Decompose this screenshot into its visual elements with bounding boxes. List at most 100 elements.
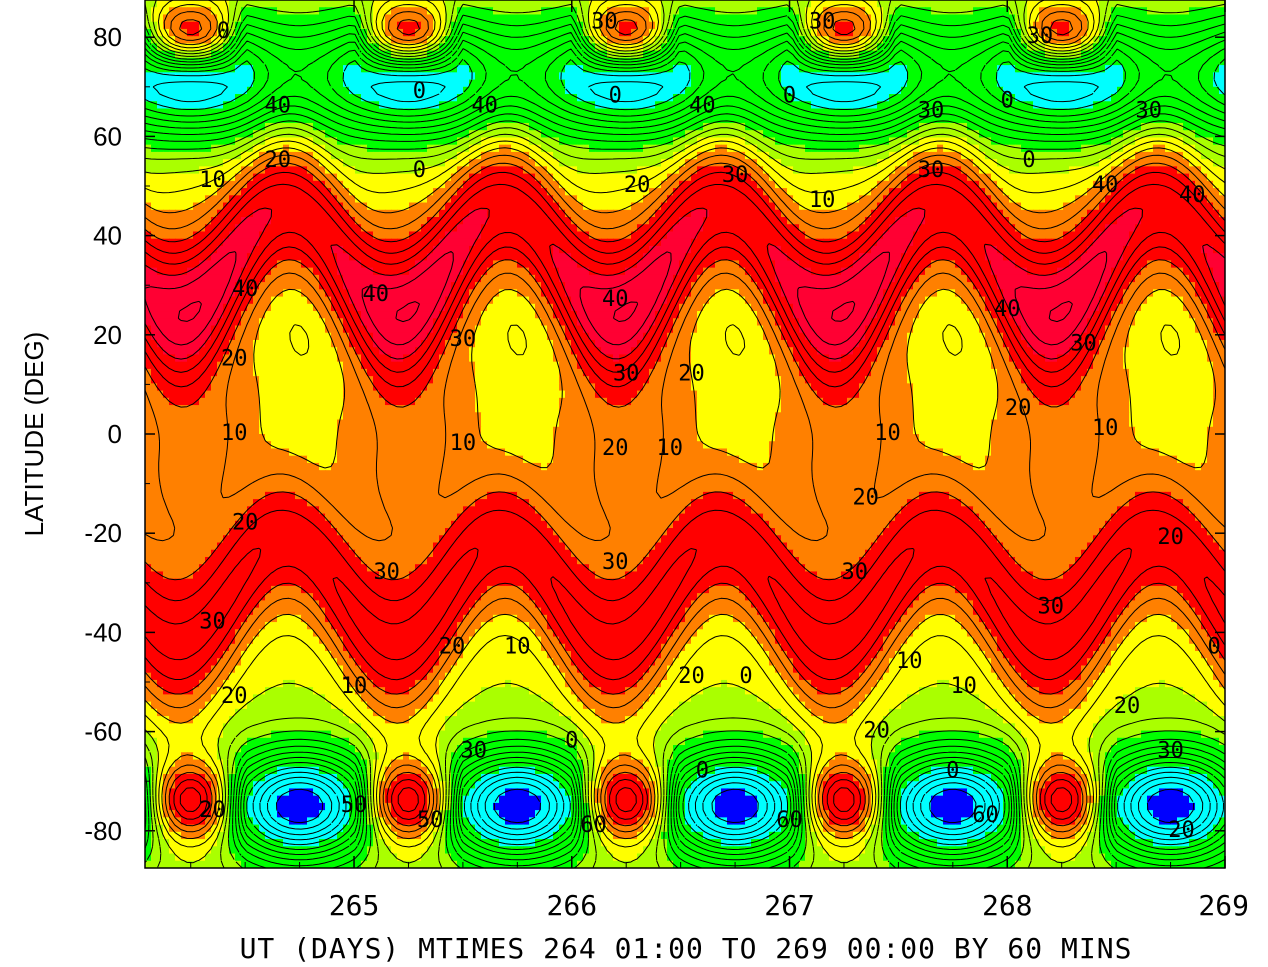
field-cell: [775, 137, 782, 146]
field-cell: [781, 101, 788, 110]
field-cell: [937, 21, 944, 30]
field-cell: [571, 122, 578, 131]
field-cell: [865, 101, 872, 110]
field-cell: [967, 173, 974, 182]
field-cell: [433, 137, 440, 146]
field-cell: [1159, 180, 1166, 189]
field-cell: [529, 28, 536, 37]
field-cell: [733, 79, 740, 88]
field-cell: [469, 0, 476, 8]
field-cell: [217, 21, 224, 30]
field-cell: [271, 159, 278, 167]
field-cell: [271, 14, 278, 23]
field-cell: [793, 159, 800, 167]
field-cell: [1153, 115, 1160, 124]
field-cell: [925, 115, 932, 124]
field-cell: [505, 122, 512, 131]
field-cell: [691, 43, 698, 52]
field-cell: [595, 188, 602, 196]
field-cell: [787, 166, 794, 175]
field-cell: [367, 57, 374, 66]
field-cell: [301, 173, 308, 182]
field-cell: [751, 130, 758, 139]
field-cell: [421, 159, 428, 167]
field-cell: [979, 14, 986, 23]
field-cell: [901, 122, 908, 131]
field-cell: [865, 137, 872, 146]
field-cell: [703, 180, 710, 189]
field-cell: [523, 7, 530, 16]
field-cell: [691, 195, 698, 204]
field-cell: [427, 180, 434, 189]
field-cell: [217, 137, 224, 146]
field-cell: [205, 21, 212, 30]
field-cell: [613, 101, 620, 110]
field-cell: [553, 21, 560, 30]
field-cell: [1105, 159, 1112, 167]
field-cell: [1153, 21, 1160, 30]
field-cell: [853, 57, 860, 66]
field-cell: [727, 101, 734, 110]
field-cell: [169, 159, 176, 167]
field-cell: [805, 151, 812, 160]
field-cell: [1135, 43, 1142, 52]
field-cell: [511, 180, 518, 189]
field-cell: [1039, 159, 1046, 167]
field-cell: [541, 144, 548, 153]
field-cell: [361, 173, 368, 182]
field-cell: [661, 108, 668, 117]
field-cell: [727, 94, 734, 102]
field-cell: [1093, 79, 1100, 88]
field-cell: [259, 43, 266, 52]
field-cell: [1021, 159, 1028, 167]
field-cell: [559, 21, 566, 30]
field-cell: [829, 21, 836, 30]
field-cell: [769, 65, 776, 73]
field-cell: [1045, 0, 1052, 8]
field-cell: [1171, 57, 1178, 66]
field-cell: [331, 28, 338, 37]
field-cell: [253, 122, 260, 131]
field-cell: [751, 86, 758, 95]
field-cell: [793, 50, 800, 59]
field-cell: [1207, 144, 1214, 153]
field-cell: [1147, 173, 1154, 182]
field-cell: [229, 79, 236, 88]
field-cell: [487, 57, 494, 66]
field-cell: [643, 130, 650, 139]
field-cell: [301, 7, 308, 16]
field-cell: [919, 180, 926, 189]
field-cell: [253, 86, 260, 95]
field-cell: [319, 180, 326, 189]
field-cell: [1009, 188, 1016, 196]
field-cell: [925, 79, 932, 88]
field-cell: [607, 57, 614, 66]
field-cell: [361, 144, 368, 153]
field-cell: [1165, 36, 1172, 44]
field-cell: [229, 28, 236, 37]
field-cell: [799, 72, 806, 81]
field-cell: [547, 7, 554, 16]
field-cell: [541, 72, 548, 81]
field-cell: [181, 94, 188, 102]
field-cell: [535, 108, 542, 117]
field-cell: [517, 7, 524, 16]
field-cell: [607, 14, 614, 23]
field-cell: [175, 43, 182, 52]
field-cell: [661, 159, 668, 167]
field-cell: [439, 79, 446, 88]
field-cell: [577, 94, 584, 102]
field-cell: [961, 94, 968, 102]
field-cell: [679, 65, 686, 73]
field-cell: [187, 166, 194, 175]
field-cell: [1123, 36, 1130, 44]
field-cell: [463, 159, 470, 167]
field-cell: [337, 173, 344, 182]
field-cell: [1177, 180, 1184, 189]
field-cell: [457, 130, 464, 139]
field-cell: [649, 166, 656, 175]
field-cell: [595, 21, 602, 30]
field-cell: [811, 180, 818, 189]
field-cell: [613, 79, 620, 88]
field-cell: [373, 36, 380, 44]
